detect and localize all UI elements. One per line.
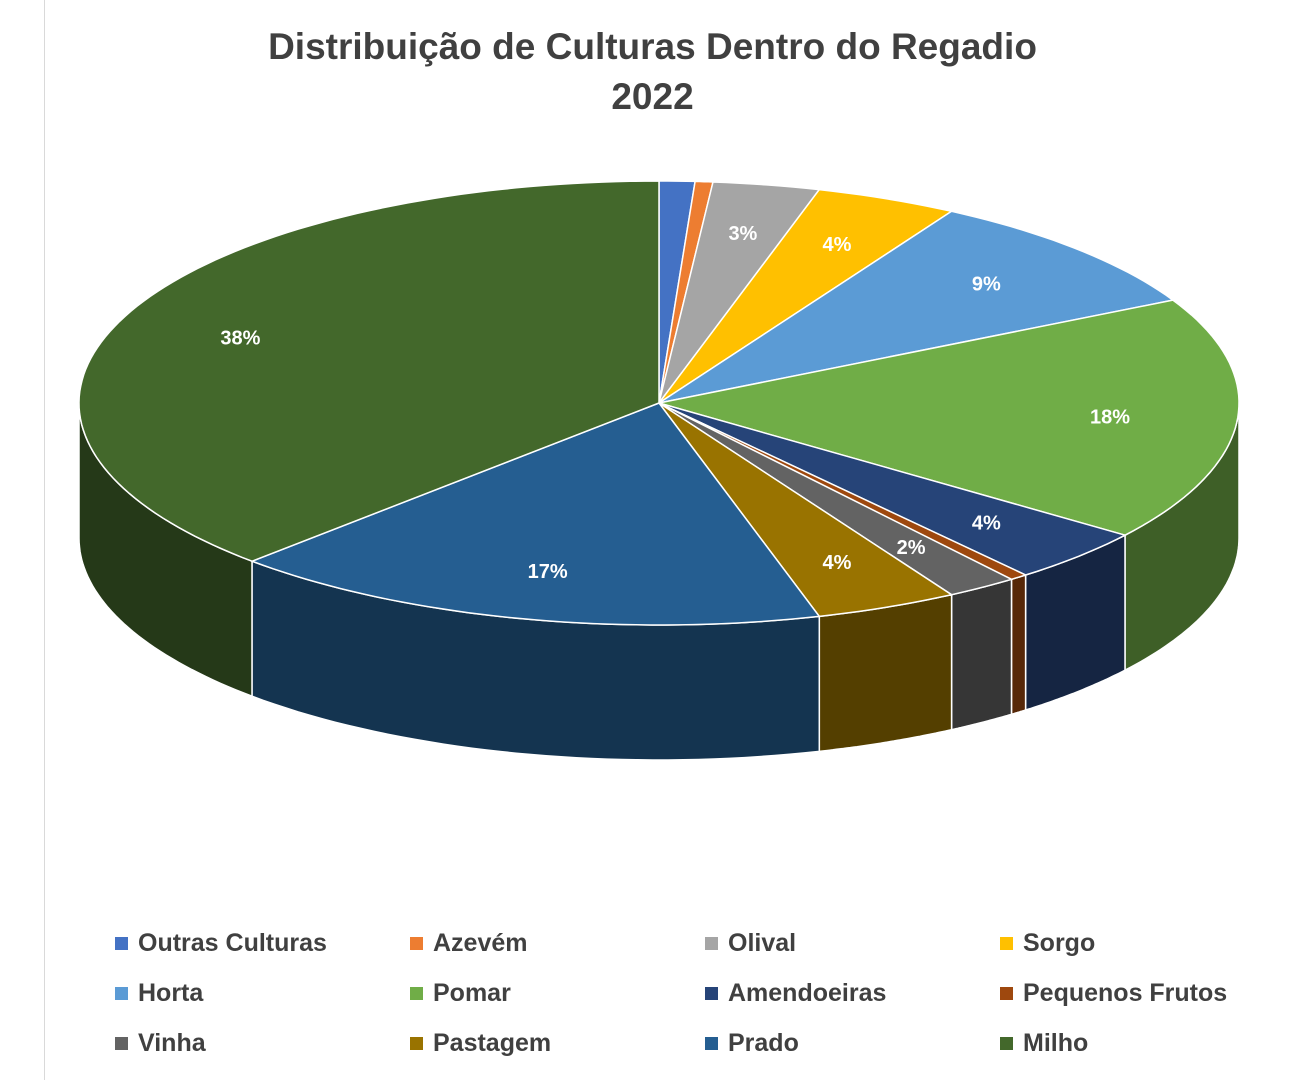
- chart-subtitle: 2022: [611, 76, 694, 117]
- pie-slice-3: [658, 188, 954, 404]
- pie-slice-6: [658, 402, 1128, 576]
- legend-label: Outras Culturas: [138, 928, 327, 957]
- legend-swatch: [1000, 1036, 1013, 1050]
- legend-label: Sorgo: [1023, 928, 1096, 957]
- legend-label: Amendoeiras: [728, 978, 887, 1007]
- pie-side-8: [950, 578, 1013, 731]
- pie-side-9: [818, 593, 953, 753]
- legend-label: Pastagem: [433, 1028, 552, 1057]
- legend-item: Amendoeiras: [705, 968, 1000, 1018]
- pie-data-label-9: 4%: [823, 552, 852, 574]
- legend-label: Azevém: [433, 928, 528, 957]
- legend-item: Milho: [1000, 1018, 1295, 1068]
- legend-item: Vinha: [115, 1018, 410, 1068]
- chart-title: Distribuição de Culturas Dentro do Regad…: [268, 26, 1037, 67]
- pie-side-7: [1010, 573, 1027, 716]
- pie-chart: 3% 4% 9% 18% 4% 2% 4% 17% 38%: [78, 180, 1240, 761]
- legend-item: Sorgo: [1000, 918, 1295, 968]
- chart-legend: Outras Culturas Azevém Olival Sorgo Horta Pom…: [115, 918, 1295, 1068]
- legend-label: Olival: [728, 928, 797, 957]
- pie-sides: [78, 402, 1240, 761]
- pie-data-labels: 3% 4% 9% 18% 4% 2% 4% 17% 38%: [220, 223, 1130, 583]
- pie-slice-9: [658, 402, 954, 618]
- pie-data-label-3: 4%: [823, 234, 852, 256]
- legend-swatch: [1000, 986, 1013, 1000]
- legend-swatch: [410, 986, 423, 1000]
- legend-item: Pomar: [410, 968, 705, 1018]
- legend-item: Azevém: [410, 918, 705, 968]
- legend-swatch: [1000, 936, 1013, 950]
- pie-data-label-5: 18%: [1090, 407, 1130, 429]
- legend-label: Vinha: [138, 1028, 206, 1057]
- legend-item: Outras Culturas: [115, 918, 410, 968]
- pie-data-label-6: 4%: [972, 513, 1001, 535]
- legend-swatch: [115, 936, 128, 950]
- legend-swatch: [115, 1036, 128, 1050]
- legend-label: Pomar: [433, 978, 511, 1007]
- legend-item: Pequenos Frutos: [1000, 968, 1295, 1018]
- left-border: [44, 0, 45, 1080]
- legend-item: Olival: [705, 918, 1000, 968]
- pie-slice-4: [658, 210, 1175, 404]
- legend-label: Prado: [728, 1028, 799, 1057]
- legend-swatch: [410, 1036, 423, 1050]
- legend-item: Pastagem: [410, 1018, 705, 1068]
- pie-data-label-4: 9%: [972, 273, 1001, 295]
- legend-label: Horta: [138, 978, 204, 1007]
- pie-slice-8: [658, 402, 1014, 596]
- pie-slice-11: [78, 180, 660, 563]
- legend-item: Prado: [705, 1018, 1000, 1068]
- legend-item: Horta: [115, 968, 410, 1018]
- legend-label: Pequenos Frutos: [1023, 978, 1228, 1007]
- pie-data-label-11: 38%: [220, 327, 260, 349]
- pie-slice-10: [249, 402, 821, 626]
- pie-slices: [78, 180, 1240, 626]
- pie-data-label-2: 3%: [728, 223, 757, 245]
- chart-title-block: Distribuição de Culturas Dentro do Regad…: [0, 22, 1305, 122]
- pie-data-label-10: 17%: [528, 561, 568, 583]
- legend-swatch: [705, 986, 718, 1000]
- legend-label: Milho: [1023, 1028, 1089, 1057]
- pie-slice-5: [658, 299, 1240, 537]
- legend-swatch: [115, 986, 128, 1000]
- legend-swatch: [410, 936, 423, 950]
- legend-swatch: [705, 936, 718, 950]
- pie-slice-2: [658, 181, 821, 404]
- pie-data-label-8: 2%: [897, 537, 926, 559]
- legend-swatch: [705, 1036, 718, 1050]
